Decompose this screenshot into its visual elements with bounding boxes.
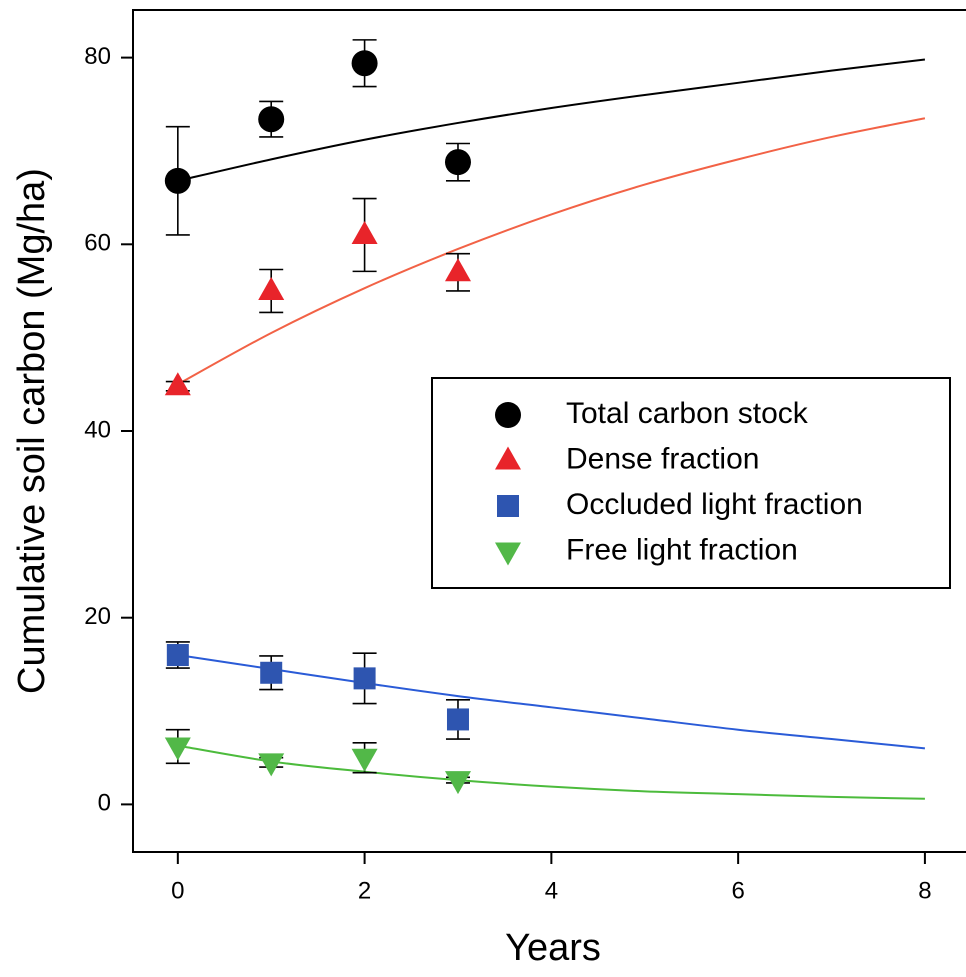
fit-curve — [177, 744, 925, 800]
data-point — [258, 753, 285, 777]
legend-marker — [495, 446, 521, 470]
data-point — [164, 737, 191, 761]
data-point — [351, 220, 378, 244]
y-tick-label: 0 — [98, 790, 111, 817]
legend-marker — [495, 542, 521, 566]
data-point — [444, 771, 471, 795]
legend-marker — [495, 402, 521, 428]
y-tick-label: 80 — [84, 43, 111, 70]
data-point — [444, 258, 471, 282]
data-point — [351, 748, 378, 772]
data-point — [166, 644, 189, 667]
legend-marker — [497, 495, 519, 517]
fit-curve — [177, 654, 926, 750]
legend-label: Free light fraction — [566, 533, 798, 566]
y-tick-label: 20 — [84, 603, 111, 630]
data-point — [258, 106, 285, 133]
x-axis-title: Years — [505, 927, 601, 969]
data-point — [164, 372, 191, 396]
fit-curve — [177, 117, 926, 386]
legend-label: Dense fraction — [566, 442, 759, 475]
x-tick-label: 2 — [358, 877, 371, 904]
x-tick-label: 4 — [545, 877, 558, 904]
data-point — [260, 661, 283, 684]
data-point — [353, 667, 376, 690]
x-tick-label: 6 — [731, 877, 744, 904]
data-point — [164, 167, 191, 194]
fit-curve — [177, 58, 926, 182]
data-point — [444, 149, 471, 176]
x-tick-label: 0 — [171, 877, 184, 904]
legend-label: Total carbon stock — [566, 397, 809, 430]
y-tick-label: 60 — [84, 230, 111, 257]
legend-label: Occluded light fraction — [566, 488, 863, 521]
data-point — [351, 50, 378, 77]
y-axis-title: Cumulative soil carbon (Mg/ha) — [11, 168, 53, 694]
data-point — [258, 276, 285, 300]
x-tick-label: 8 — [918, 877, 931, 904]
data-point — [446, 708, 469, 731]
y-tick-label: 40 — [84, 416, 111, 443]
